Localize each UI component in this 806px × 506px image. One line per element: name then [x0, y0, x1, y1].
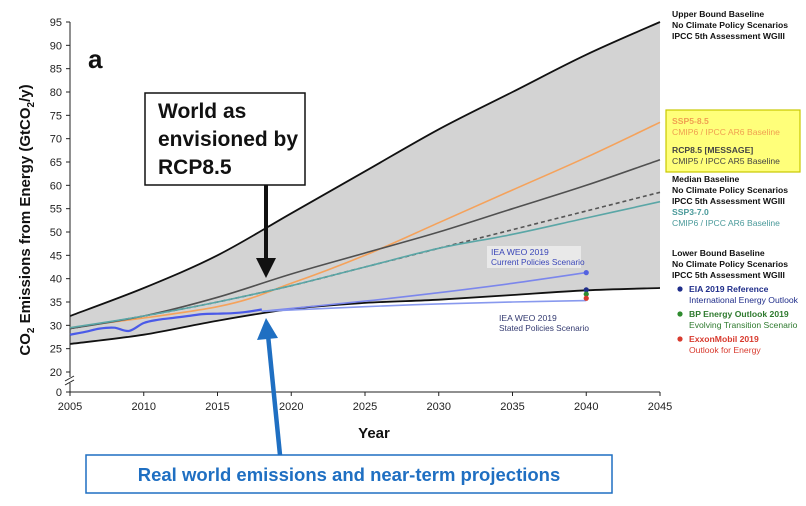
legend-exxon-title: ExxonMobil 2019: [689, 334, 759, 344]
marker-iea_cps: [583, 270, 589, 276]
series-line-ssp370: [69, 200, 661, 329]
x-tick-label: 2045: [648, 401, 672, 413]
legend: Upper Bound Baseline No Climate Policy S…: [665, 9, 801, 355]
legend-bp-title: BP Energy Outlook 2019: [689, 309, 789, 319]
series-line-iea_cps: [261, 271, 587, 313]
x-tick-label: 2015: [205, 401, 229, 413]
y-tick-label: 95: [50, 17, 62, 29]
y-tick-label: 35: [50, 297, 62, 309]
y-tick-label: 25: [50, 344, 62, 356]
y-tick-label: 90: [50, 40, 62, 52]
marker-bp: [583, 291, 589, 297]
real-world-arrow-shaft: [265, 334, 283, 456]
y-tick-label: 20: [50, 367, 62, 379]
legend-eia-dot: [677, 286, 683, 292]
rcp-callout-line-3: RCP8.5: [158, 156, 232, 179]
x-tick-label: 2025: [353, 401, 377, 413]
iea-cps-label-title: IEA WEO 2019: [491, 247, 549, 257]
y-tick-label: 65: [50, 157, 62, 169]
tick-labels: 2005 2010 2015 2020 2025 2030 2035 2040 20450202…: [50, 17, 672, 413]
rcp-callout-box: [144, 92, 306, 186]
lower-bound-line: [69, 287, 661, 345]
series-line-ssp585: [69, 121, 661, 329]
rcp-callout: World as envisioned by RCP8.5: [144, 92, 306, 278]
y-tick-label: 40: [50, 274, 62, 286]
x-tick-label: 2040: [574, 401, 598, 413]
y-tick-label: 80: [50, 87, 62, 99]
rcp-callout-line-1: World as: [158, 100, 246, 123]
y-axis-title-sub: 2: [26, 327, 37, 333]
y-tick-label: 50: [50, 227, 62, 239]
axis-break-gap: [64, 377, 76, 383]
real-world-arrow-head: [257, 318, 278, 340]
real-world-callout: Real world emissions and near-term proje…: [85, 318, 613, 494]
iea-sps-label-sub: Stated Policies Scenario: [499, 323, 589, 333]
legend-eia-title: EIA 2019 Reference: [689, 284, 769, 294]
legend-exxon-sub: Outlook for Energy: [689, 345, 761, 355]
upper-bound-line: [69, 21, 661, 317]
legend-ssp585-sub: CMIP6 / IPCC AR6 Baseline: [672, 127, 780, 137]
y-tick-label: 85: [50, 64, 62, 76]
legend-ssp370-title: SSP3-7.0: [672, 207, 709, 217]
x-tick-label: 2005: [58, 401, 82, 413]
y-axis-title-end: /y): [17, 84, 34, 102]
iea-sps-label: IEA WEO 2019 Stated Policies Scenario: [499, 313, 589, 333]
legend-eia-sub: International Energy Outlook: [689, 295, 799, 305]
series-markers: [583, 270, 589, 301]
legend-median-2: No Climate Policy Scenarios: [672, 185, 788, 195]
legend-highlight-box: [665, 109, 801, 173]
real-world-text: Real world emissions and near-term proje…: [138, 464, 561, 485]
y-axis-title-sub2: 2: [26, 101, 37, 107]
iea-cps-label: IEA WEO 2019 Current Policies Scenario: [487, 246, 585, 268]
marker-exxon: [583, 295, 589, 301]
y-axis-title: CO2 Emissions from Energy (GtCO2/y): [17, 84, 37, 355]
real-world-box: [85, 454, 613, 494]
legend-lower-3: IPCC 5th Assessment WGIII: [672, 270, 785, 280]
legend-median-3: IPCC 5th Assessment WGIII: [672, 196, 785, 206]
iea-sps-label-title: IEA WEO 2019: [499, 313, 557, 323]
legend-exxon-dot: [677, 336, 683, 342]
legend-upper-3: IPCC 5th Assessment WGIII: [672, 31, 785, 41]
series-line-iea_sps: [261, 299, 587, 313]
y-tick-label: 45: [50, 250, 62, 262]
x-tick-label: 2035: [500, 401, 524, 413]
x-axis-title: Year: [358, 425, 390, 442]
y-tick-label: 75: [50, 110, 62, 122]
iea-cps-label-sub: Current Policies Scenario: [491, 257, 585, 267]
y-tick-label: 30: [50, 320, 62, 332]
axis-break-mark: [64, 379, 75, 386]
y-axis-title-rest: Emissions from Energy (GtCO: [17, 107, 34, 327]
legend-ssp585-title: SSP5-8.5: [672, 116, 709, 126]
rcp-callout-arrow-head: [256, 258, 276, 278]
legend-lower-1: Lower Bound Baseline: [672, 248, 765, 258]
legend-upper-2: No Climate Policy Scenarios: [672, 20, 788, 30]
panel-label: a: [88, 44, 103, 74]
legend-upper-1: Upper Bound Baseline: [672, 9, 764, 19]
legend-bp-sub: Evolving Transition Scenario: [689, 320, 798, 330]
y-axis-title-co: CO: [17, 333, 34, 356]
x-tick-label: 2020: [279, 401, 303, 413]
x-tick-label: 2030: [427, 401, 451, 413]
axis-break-mark: [64, 375, 75, 382]
legend-rcp85-sub: CMIP5 / IPCC AR5 Baseline: [672, 156, 780, 166]
legend-median-1: Median Baseline: [672, 174, 740, 184]
y-tick-label: 70: [50, 134, 62, 146]
legend-rcp85-title: RCP8.5 [MESSAGE]: [672, 145, 753, 155]
y-tick-label: 55: [50, 204, 62, 216]
series-line-rcp85: [69, 158, 661, 330]
series-lines: [69, 121, 661, 336]
iea-cps-label-bg: [487, 246, 581, 268]
y-tick-label: 0: [56, 387, 62, 399]
rcp-callout-line-2: envisioned by: [158, 128, 298, 151]
series-line-historical: [69, 308, 262, 336]
x-tick-label: 2010: [132, 401, 156, 413]
legend-ssp370-sub: CMIP6 / IPCC AR6 Baseline: [672, 218, 780, 228]
y-tick-label: 60: [50, 180, 62, 192]
legend-bp-dot: [677, 311, 683, 317]
marker-eia: [583, 287, 589, 293]
legend-lower-2: No Climate Policy Scenarios: [672, 259, 788, 269]
